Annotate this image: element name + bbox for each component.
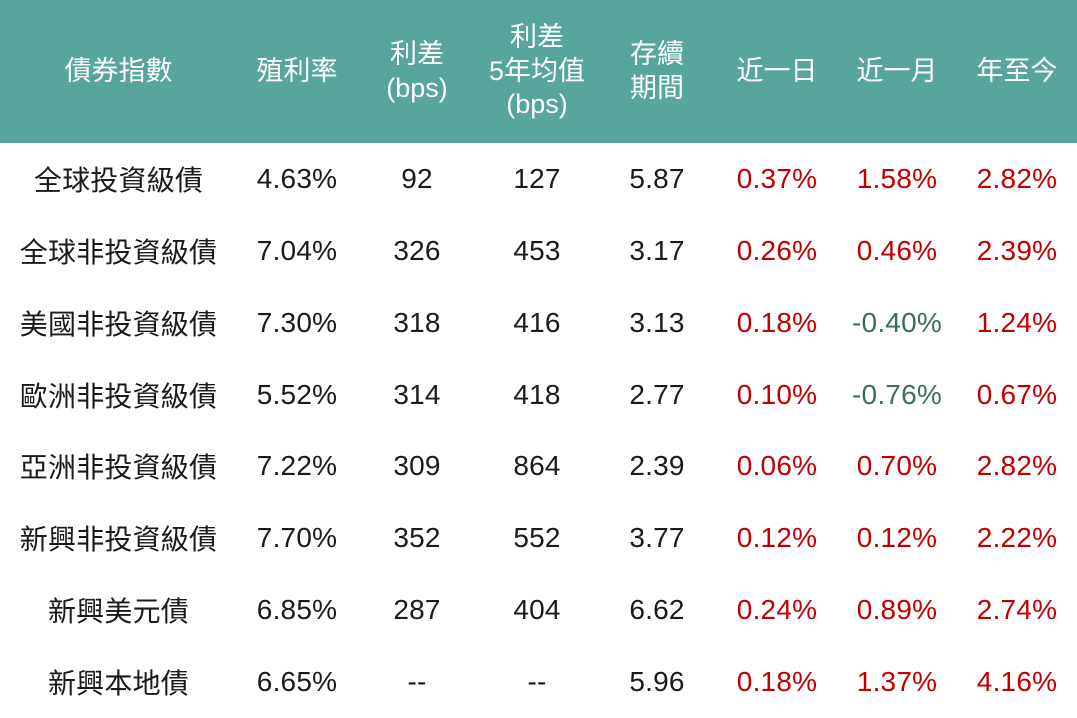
cell-yield: 6.65% — [256, 666, 338, 698]
cell-duration: 2.39 — [629, 450, 685, 482]
cell-d1: 0.18% — [736, 306, 818, 338]
table-row: 全球非投資級債 7.04% 326 453 3.17 0.26% 0.46% 2.39% — [0, 214, 1077, 287]
cell-name: 新興美元債 — [47, 596, 189, 628]
cell-duration: 6.62 — [629, 594, 685, 626]
cell-spread-5y-avg: 127 — [513, 162, 561, 194]
cell-yield: 7.70% — [256, 522, 338, 554]
cell-m1: 1.58% — [856, 162, 938, 194]
cell-spread: 318 — [393, 306, 441, 338]
cell-name: 全球投資級債 — [33, 164, 204, 196]
cell-d1: 0.12% — [736, 522, 818, 554]
table-header-row: 債券指數 殖利率 利差 (bps) 利差 5年均值 (bps) 存續 期間 近一… — [0, 0, 1077, 143]
cell-m1: 1.37% — [856, 666, 938, 698]
cell-spread-5y-avg: 416 — [513, 306, 561, 338]
cell-spread: 287 — [393, 594, 441, 626]
cell-ytd: 2.22% — [976, 522, 1058, 554]
cell-ytd: 0.67% — [976, 378, 1058, 410]
cell-d1: 0.24% — [736, 594, 818, 626]
cell-yield: 4.63% — [256, 162, 338, 194]
column-header-1-month: 近一月 — [856, 55, 938, 86]
cell-duration: 2.77 — [629, 378, 685, 410]
cell-name: 歐洲非投資級債 — [19, 380, 218, 412]
cell-m1: 0.46% — [856, 234, 938, 266]
cell-m1: 0.70% — [856, 450, 938, 482]
cell-spread-5y-avg: 864 — [513, 450, 561, 482]
cell-yield: 7.30% — [256, 306, 338, 338]
cell-duration: 5.96 — [629, 666, 685, 698]
cell-d1: 0.37% — [736, 162, 818, 194]
cell-spread: 314 — [393, 378, 441, 410]
column-header-1-day: 近一日 — [736, 55, 818, 86]
cell-name: 美國非投資級債 — [19, 308, 218, 340]
cell-spread: -- — [407, 666, 427, 698]
cell-d1: 0.18% — [736, 666, 818, 698]
cell-spread: 92 — [401, 162, 433, 194]
cell-duration: 5.87 — [629, 162, 685, 194]
cell-yield: 5.52% — [256, 378, 338, 410]
cell-spread-5y-avg: 418 — [513, 378, 561, 410]
cell-m1: 0.12% — [856, 522, 938, 554]
column-header-spread-bps: 利差 (bps) — [386, 39, 448, 103]
cell-spread: 326 — [393, 234, 441, 266]
cell-d1: 0.10% — [736, 378, 818, 410]
cell-duration: 3.77 — [629, 522, 685, 554]
table-row: 美國非投資級債 7.30% 318 416 3.13 0.18% -0.40% 1.24% — [0, 286, 1077, 359]
cell-spread-5y-avg: 552 — [513, 522, 561, 554]
table-row: 歐洲非投資級債 5.52% 314 418 2.77 0.10% -0.76% 0.67% — [0, 358, 1077, 431]
table-row: 亞洲非投資級債 7.22% 309 864 2.39 0.06% 0.70% 2.82% — [0, 430, 1077, 503]
cell-ytd: 4.16% — [976, 666, 1058, 698]
column-header-duration: 存續 期間 — [630, 39, 684, 103]
cell-name: 新興非投資級債 — [19, 524, 218, 556]
cell-name: 亞洲非投資級債 — [19, 452, 218, 484]
cell-m1: -0.76% — [852, 378, 942, 410]
cell-ytd: 2.74% — [976, 594, 1058, 626]
cell-name: 新興本地債 — [47, 668, 189, 700]
cell-d1: 0.26% — [736, 234, 818, 266]
cell-name: 全球非投資級債 — [19, 236, 218, 268]
cell-yield: 7.04% — [256, 234, 338, 266]
cell-duration: 3.17 — [629, 234, 685, 266]
cell-duration: 3.13 — [629, 306, 685, 338]
column-header-spread-5y-avg: 利差 5年均值 (bps) — [488, 22, 586, 120]
table-row: 全球投資級債 4.63% 92 127 5.87 0.37% 1.58% 2.82% — [0, 143, 1077, 215]
column-header-bond-index: 債券指數 — [64, 55, 173, 86]
cell-yield: 7.22% — [256, 450, 338, 482]
table-row: 新興美元債 6.85% 287 404 6.62 0.24% 0.89% 2.74% — [0, 574, 1077, 647]
cell-spread-5y-avg: 404 — [513, 594, 561, 626]
cell-yield: 6.85% — [256, 594, 338, 626]
cell-ytd: 1.24% — [976, 306, 1058, 338]
cell-d1: 0.06% — [736, 450, 818, 482]
cell-spread: 309 — [393, 450, 441, 482]
cell-spread-5y-avg: 453 — [513, 234, 561, 266]
column-header-ytd: 年至今 — [976, 55, 1058, 86]
cell-m1: 0.89% — [856, 594, 938, 626]
cell-spread: 352 — [393, 522, 441, 554]
cell-ytd: 2.82% — [976, 450, 1058, 482]
cell-spread-5y-avg: -- — [527, 666, 547, 698]
table-row: 新興非投資級債 7.70% 352 552 3.77 0.12% 0.12% 2.22% — [0, 502, 1077, 575]
cell-m1: -0.40% — [852, 306, 942, 338]
cell-ytd: 2.82% — [976, 162, 1058, 194]
table-body: 全球投資級債 4.63% 92 127 5.87 0.37% 1.58% 2.82% 全球非投資… — [0, 143, 1077, 718]
table-row: 新興本地債 6.65% -- -- 5.96 0.18% 1.37% 4.16% — [0, 646, 1077, 718]
column-header-yield: 殖利率 — [256, 55, 338, 86]
cell-ytd: 2.39% — [976, 234, 1058, 266]
